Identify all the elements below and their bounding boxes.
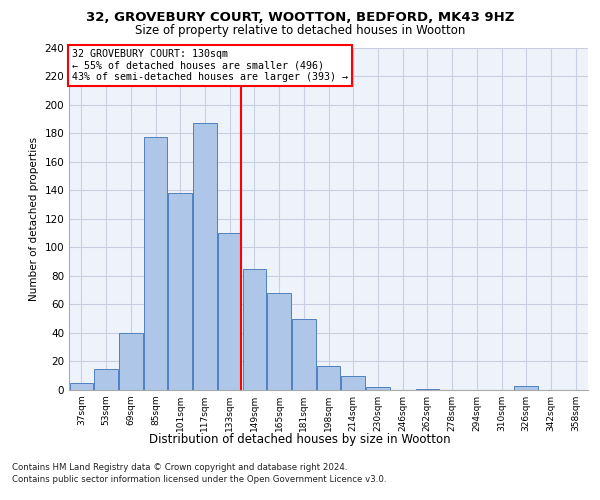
Text: Distribution of detached houses by size in Wootton: Distribution of detached houses by size … xyxy=(149,432,451,446)
Bar xyxy=(94,368,118,390)
Bar xyxy=(70,383,93,390)
Text: Contains HM Land Registry data © Crown copyright and database right 2024.: Contains HM Land Registry data © Crown c… xyxy=(12,462,347,471)
Text: Contains public sector information licensed under the Open Government Licence v3: Contains public sector information licen… xyxy=(12,475,386,484)
Bar xyxy=(292,318,316,390)
Text: Size of property relative to detached houses in Wootton: Size of property relative to detached ho… xyxy=(135,24,465,37)
Bar xyxy=(416,388,439,390)
Bar xyxy=(218,233,241,390)
Bar xyxy=(119,333,143,390)
Text: 32 GROVEBURY COURT: 130sqm
← 55% of detached houses are smaller (496)
43% of sem: 32 GROVEBURY COURT: 130sqm ← 55% of deta… xyxy=(71,49,347,82)
Bar xyxy=(317,366,340,390)
Bar xyxy=(268,293,291,390)
Bar xyxy=(341,376,365,390)
Bar xyxy=(366,387,389,390)
Text: 32, GROVEBURY COURT, WOOTTON, BEDFORD, MK43 9HZ: 32, GROVEBURY COURT, WOOTTON, BEDFORD, M… xyxy=(86,11,514,24)
Bar xyxy=(242,268,266,390)
Bar xyxy=(169,193,192,390)
Bar xyxy=(514,386,538,390)
Bar xyxy=(193,123,217,390)
Y-axis label: Number of detached properties: Number of detached properties xyxy=(29,136,39,301)
Bar xyxy=(144,138,167,390)
